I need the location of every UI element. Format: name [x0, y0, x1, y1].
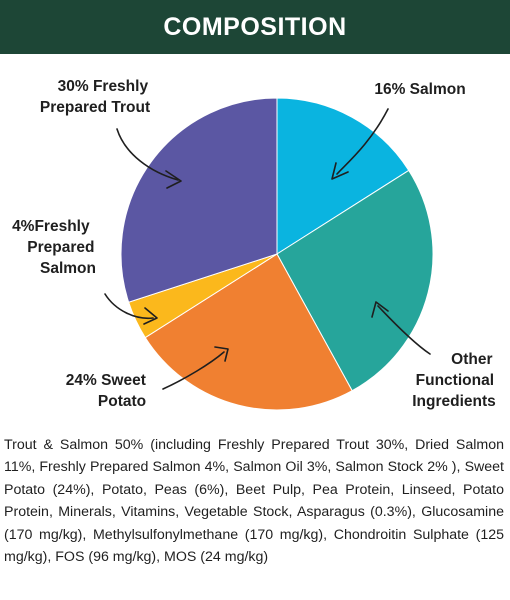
label-sweet-potato: 24% Sweet Potato	[66, 372, 150, 410]
label-other: Other Functional Ingredients	[412, 351, 498, 410]
header-bar: COMPOSITION	[0, 0, 510, 54]
arrow-fresh-salmon	[104, 293, 158, 325]
arrow-trout	[116, 128, 182, 189]
arrow-salmon	[331, 108, 389, 180]
slice-salmon	[276, 97, 410, 255]
slice-trout	[120, 97, 278, 303]
label-fresh-salmon: 4%Freshly Prepared Salmon	[12, 218, 99, 277]
slice-other-functional	[276, 169, 434, 392]
label-trout: 30% Freshly Prepared Trout	[40, 78, 153, 116]
arrow-sweet-potato	[162, 346, 229, 390]
composition-description: Trout & Salmon 50% (including Freshly Pr…	[4, 437, 504, 566]
composition-pie-chart: 16% Salmon 30% Freshly Prepared Trout 4%…	[12, 78, 498, 411]
label-salmon: 16% Salmon	[374, 81, 465, 98]
pie-callout-arrows	[104, 108, 431, 390]
pie-slices	[120, 97, 434, 411]
pie-labels: 16% Salmon 30% Freshly Prepared Trout 4%…	[12, 78, 498, 410]
arrow-other	[371, 301, 431, 355]
header-title: COMPOSITION	[163, 12, 347, 41]
